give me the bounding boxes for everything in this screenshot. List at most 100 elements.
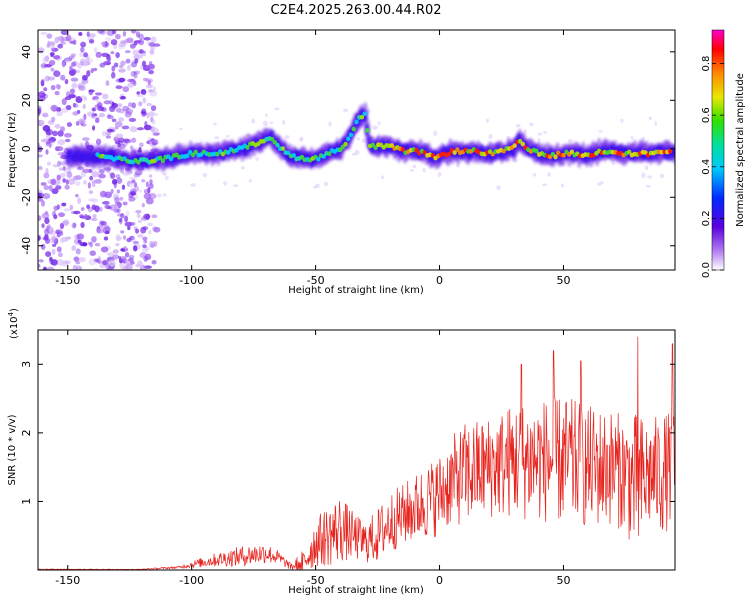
spectrogram-noise-speckle xyxy=(91,107,97,112)
spectrogram-noise-speckle xyxy=(106,252,115,257)
spectrogram-core-blob xyxy=(185,153,190,159)
spectrogram-noise-speckle xyxy=(128,191,134,199)
spectrogram-noise-speckle xyxy=(115,33,121,40)
spectrogram-ytick-label: 20 xyxy=(20,93,33,107)
snr-scale-exponent: 4 xyxy=(7,311,15,316)
spectrogram-noise-speckle xyxy=(46,33,53,39)
spectrogram-noise-speckle xyxy=(153,240,158,247)
spectrogram-noise-speckle xyxy=(133,245,138,252)
spectrogram-noise-speckle xyxy=(50,104,58,112)
spectrogram-sparse-speckle xyxy=(300,136,304,141)
spectrogram-noise-speckle xyxy=(41,78,45,83)
spectrogram-noise-speckle xyxy=(128,117,137,123)
spectrogram-noise-speckle xyxy=(91,236,97,243)
spectrogram-x-axis-label: Height of straight line (km) xyxy=(288,285,424,296)
spectrogram-noise-speckle xyxy=(82,104,86,109)
spectrogram-sparse-speckle xyxy=(537,132,543,136)
spectrogram-noise-speckle xyxy=(61,107,68,113)
spectrogram-core-blob xyxy=(269,136,275,142)
spectrogram-noise-speckle xyxy=(110,51,115,55)
spectrogram-noise-speckle xyxy=(83,52,89,58)
snr-y-ticks: 1 2 3 xyxy=(20,361,675,505)
spectrogram-noise-speckle xyxy=(122,105,130,112)
spectrogram-sparse-speckle xyxy=(437,171,442,178)
spectrogram-noise-speckle xyxy=(139,142,144,148)
spectrogram-ytick-label: 0 xyxy=(20,145,33,152)
spectrogram-noise-speckle xyxy=(127,82,135,89)
spectrogram-noise-speckle xyxy=(120,230,125,234)
spectrogram-sparse-speckle xyxy=(630,135,634,140)
spectrogram-core-blob xyxy=(327,151,332,157)
spectrogram-noise-speckle xyxy=(124,221,133,227)
spectrogram-noise-speckle xyxy=(113,208,120,214)
spectrogram-core-blob xyxy=(400,147,406,152)
spectrogram-core-blob xyxy=(346,136,351,142)
spectrogram-noise-speckle xyxy=(135,228,140,234)
spectrogram-noise-speckle xyxy=(149,60,153,65)
spectrogram-noise-speckle xyxy=(55,84,61,89)
spectrogram-core-blob xyxy=(348,132,354,138)
snr-panel: -150 -100 -50 0 50 1 2 3 Height of straight li… xyxy=(7,308,676,596)
spectrogram-xtick-label: -50 xyxy=(307,274,325,287)
spectrogram-noise-speckle xyxy=(87,182,91,189)
spectrogram-sparse-speckle xyxy=(542,183,548,187)
spectrogram-noise-speckle xyxy=(133,70,141,75)
spectrogram-noise-speckle xyxy=(120,212,125,219)
spectrogram-noise-speckle xyxy=(126,237,132,243)
spectrogram-noise-speckle xyxy=(98,173,106,179)
spectrogram-noise-speckle xyxy=(56,259,65,266)
spectrogram-noise-speckle xyxy=(57,35,65,42)
spectrogram-sparse-speckle xyxy=(225,134,230,138)
spectrogram-noise-speckle xyxy=(56,174,61,181)
spectrogram-noise-speckle xyxy=(81,74,88,81)
spectrogram-noise-speckle xyxy=(133,72,138,79)
spectrogram-noise-speckle xyxy=(73,238,81,245)
spectrogram-noise-speckle xyxy=(44,55,50,62)
spectrogram-noise-speckle xyxy=(88,33,96,38)
snr-scale-close: ) xyxy=(9,308,20,312)
spectrogram-noise-speckle xyxy=(147,187,151,194)
spectrogram-sparse-speckle xyxy=(542,131,548,134)
spectrogram-noise-speckle xyxy=(130,70,136,77)
spectrogram-noise-speckle xyxy=(86,70,91,77)
spectrogram-noise-speckle xyxy=(50,44,55,51)
spectrogram-noise-speckle xyxy=(48,230,57,236)
spectrogram-band-inner xyxy=(672,146,675,159)
spectrogram-xtick-label: 0 xyxy=(436,274,443,287)
spectrogram-noise-speckle xyxy=(128,181,135,188)
colorbar-tick-label: 0.6 xyxy=(701,107,712,123)
spectrogram-noise-speckle xyxy=(118,68,126,73)
spectrogram-noise-speckle xyxy=(92,125,96,131)
colorbar: 0.0 0.2 0.4 0.6 0.8 Normalized spectral ampl… xyxy=(701,29,746,278)
spectrogram-noise-speckle xyxy=(97,255,102,260)
spectrogram-sparse-speckle xyxy=(251,118,256,124)
spectrogram-sparse-speckle xyxy=(372,125,378,130)
spectrogram-core-blob xyxy=(343,141,348,147)
spectrogram-noise-speckle xyxy=(50,259,58,266)
spectrogram-noise-speckle xyxy=(129,126,138,133)
spectrogram-core-blob xyxy=(389,143,395,148)
spectrogram-core-blob xyxy=(520,141,526,147)
spectrogram-noise-speckle xyxy=(97,106,105,112)
spectrogram-noise-speckle xyxy=(57,139,66,146)
spectrogram-noise-speckle xyxy=(61,98,67,106)
spectrogram-noise-speckle xyxy=(136,212,141,219)
spectrogram-noise-speckle xyxy=(131,179,136,184)
spectrogram-noise-speckle xyxy=(134,170,143,176)
spectrogram-sparse-speckle xyxy=(274,107,280,111)
spectrogram-noise-speckle xyxy=(109,172,113,176)
spectrogram-noise-speckle xyxy=(88,258,97,266)
spectrogram-noise-speckle xyxy=(143,256,148,262)
spectrogram-noise-speckle xyxy=(119,263,124,269)
spectrogram-core-blob xyxy=(280,146,286,151)
spectrogram-noise-speckle xyxy=(141,179,146,183)
spectrogram-noise-speckle xyxy=(148,42,155,47)
spectrogram-noise-speckle xyxy=(50,85,56,91)
spectrogram-sparse-speckle xyxy=(528,122,534,126)
spectrogram-noise-speckle xyxy=(105,135,112,139)
spectrogram-sparse-speckle xyxy=(524,129,527,133)
snr-series-line xyxy=(38,336,675,570)
spectrogram-noise-speckle xyxy=(75,193,79,198)
spectrogram-noise-speckle xyxy=(148,183,154,189)
spectrogram-ytick-label: -20 xyxy=(20,188,33,206)
